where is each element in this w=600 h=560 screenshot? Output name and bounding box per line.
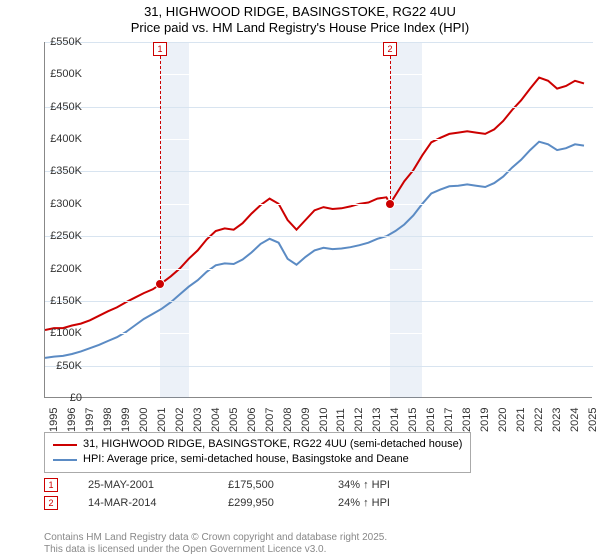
legend-row-price: 31, HIGHWOOD RIDGE, BASINGSTOKE, RG22 4U… — [53, 437, 462, 452]
x-tick-label: 2008 — [282, 408, 294, 432]
event-price-1: £175,500 — [228, 478, 308, 492]
plot-region: 12 — [44, 42, 592, 398]
legend-swatch-price — [53, 444, 77, 446]
gridline — [45, 398, 593, 399]
event-row-1: 1 25-MAY-2001 £175,500 34% ↑ HPI — [44, 478, 390, 492]
x-tick-label: 1996 — [66, 408, 78, 432]
y-tick-label: £450K — [38, 101, 82, 113]
x-tick-label: 2007 — [264, 408, 276, 432]
x-tick-label: 1997 — [84, 408, 96, 432]
x-tick-label: 2014 — [389, 408, 401, 432]
x-tick-label: 2025 — [587, 408, 599, 432]
marker-dot — [385, 199, 395, 209]
y-tick-label: £350K — [38, 165, 82, 177]
footer-line-2: This data is licensed under the Open Gov… — [44, 544, 387, 556]
event-delta-2: 24% ↑ HPI — [338, 496, 390, 510]
marker-box: 2 — [383, 42, 397, 56]
gridline — [45, 107, 593, 108]
event-marker-2: 2 — [44, 496, 58, 510]
events-table: 1 25-MAY-2001 £175,500 34% ↑ HPI 2 14-MA… — [44, 478, 390, 514]
x-tick-label: 2019 — [479, 408, 491, 432]
legend-swatch-hpi — [53, 459, 77, 461]
x-tick-label: 1999 — [120, 408, 132, 432]
event-date-1: 25-MAY-2001 — [88, 478, 198, 492]
marker-line — [390, 56, 391, 204]
footer-line-1: Contains HM Land Registry data © Crown c… — [44, 532, 387, 544]
y-tick-label: £400K — [38, 133, 82, 145]
series-svg — [45, 42, 593, 398]
y-tick-label: £500K — [38, 68, 82, 80]
x-tick-label: 2013 — [371, 408, 383, 432]
x-tick-label: 2021 — [515, 408, 527, 432]
y-tick-label: £250K — [38, 230, 82, 242]
chart-title-block: 31, HIGHWOOD RIDGE, BASINGSTOKE, RG22 4U… — [0, 0, 600, 35]
legend-label-price: 31, HIGHWOOD RIDGE, BASINGSTOKE, RG22 4U… — [83, 437, 462, 452]
x-tick-label: 1995 — [48, 408, 60, 432]
legend-label-hpi: HPI: Average price, semi-detached house,… — [83, 452, 409, 467]
footer: Contains HM Land Registry data © Crown c… — [44, 532, 387, 556]
x-tick-label: 2005 — [228, 408, 240, 432]
marker-dot — [155, 279, 165, 289]
gridline — [45, 204, 593, 205]
x-tick-label: 2001 — [156, 408, 168, 432]
event-date-2: 14-MAR-2014 — [88, 496, 198, 510]
x-tick-label: 2000 — [138, 408, 150, 432]
legend-row-hpi: HPI: Average price, semi-detached house,… — [53, 452, 462, 467]
gridline — [45, 301, 593, 302]
y-tick-label: £300K — [38, 198, 82, 210]
x-tick-label: 2024 — [569, 408, 581, 432]
x-tick-label: 2018 — [461, 408, 473, 432]
gridline — [45, 74, 593, 75]
gridline — [45, 171, 593, 172]
title-line-2: Price paid vs. HM Land Registry's House … — [0, 20, 600, 36]
x-tick-label: 2010 — [318, 408, 330, 432]
title-line-1: 31, HIGHWOOD RIDGE, BASINGSTOKE, RG22 4U… — [0, 4, 600, 20]
y-tick-label: £150K — [38, 295, 82, 307]
x-tick-label: 2011 — [335, 408, 347, 432]
event-delta-1: 34% ↑ HPI — [338, 478, 390, 492]
gridline — [45, 269, 593, 270]
x-tick-label: 2020 — [497, 408, 509, 432]
y-tick-label: £50K — [38, 360, 82, 372]
x-tick-label: 2016 — [425, 408, 437, 432]
legend: 31, HIGHWOOD RIDGE, BASINGSTOKE, RG22 4U… — [44, 432, 471, 473]
x-tick-label: 2023 — [551, 408, 563, 432]
y-tick-label: £100K — [38, 327, 82, 339]
x-tick-label: 2004 — [210, 408, 222, 432]
event-row-2: 2 14-MAR-2014 £299,950 24% ↑ HPI — [44, 496, 390, 510]
y-tick-label: £0 — [38, 392, 82, 404]
x-tick-label: 2002 — [174, 408, 186, 432]
x-tick-label: 2009 — [300, 408, 312, 432]
gridline — [45, 366, 593, 367]
marker-line — [160, 56, 161, 284]
series-hpi — [45, 142, 584, 358]
x-tick-label: 2012 — [353, 408, 365, 432]
gridline — [45, 236, 593, 237]
x-tick-label: 2022 — [533, 408, 545, 432]
chart-area: 12 £0£50K£100K£150K£200K£250K£300K£350K£… — [44, 42, 592, 430]
gridline — [45, 139, 593, 140]
chart-container: 31, HIGHWOOD RIDGE, BASINGSTOKE, RG22 4U… — [0, 0, 600, 560]
event-price-2: £299,950 — [228, 496, 308, 510]
marker-box: 1 — [153, 42, 167, 56]
gridline — [45, 42, 593, 43]
event-marker-1: 1 — [44, 478, 58, 492]
x-tick-label: 1998 — [102, 408, 114, 432]
y-tick-label: £200K — [38, 263, 82, 275]
x-tick-label: 2006 — [246, 408, 258, 432]
y-tick-label: £550K — [38, 36, 82, 48]
x-tick-label: 2015 — [407, 408, 419, 432]
x-tick-label: 2003 — [192, 408, 204, 432]
x-tick-label: 2017 — [443, 408, 455, 432]
gridline — [45, 333, 593, 334]
